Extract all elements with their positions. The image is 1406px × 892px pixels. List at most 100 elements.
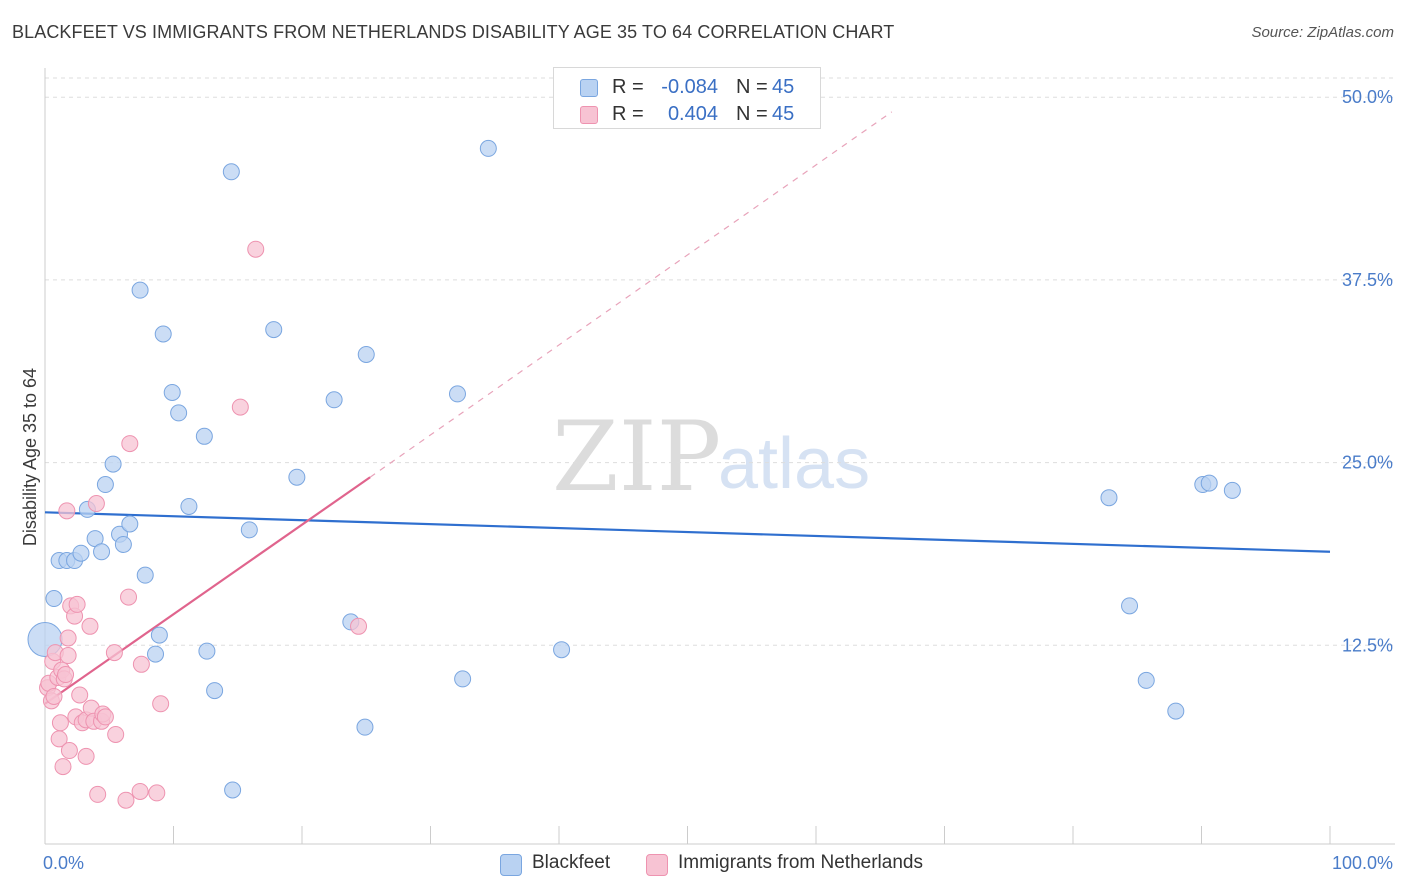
netherlands-point bbox=[148, 784, 166, 802]
netherlands-point bbox=[59, 629, 77, 647]
netherlands-point bbox=[121, 435, 139, 453]
blackfeet-point bbox=[72, 544, 90, 562]
y-axis-label: Disability Age 35 to 64 bbox=[20, 368, 40, 546]
blackfeet-point bbox=[553, 641, 571, 659]
blackfeet-point bbox=[1137, 671, 1155, 689]
blackfeet-point bbox=[1223, 481, 1241, 499]
blackfeet-point bbox=[195, 427, 213, 445]
blackfeet-point bbox=[1167, 702, 1185, 720]
legend-r-label: R = bbox=[612, 76, 644, 98]
netherlands-trend-line bbox=[44, 476, 371, 705]
netherlands-point bbox=[96, 708, 114, 726]
y-tick-label: 12.5% bbox=[1342, 635, 1393, 655]
chart-title: BLACKFEET VS IMMIGRANTS FROM NETHERLANDS… bbox=[12, 22, 895, 42]
blackfeet-point bbox=[198, 642, 216, 660]
pink-swatch bbox=[580, 106, 598, 124]
netherlands-point bbox=[77, 747, 95, 765]
blackfeet-point bbox=[131, 281, 149, 299]
netherlands-point bbox=[105, 644, 123, 662]
watermark: ZIP atlas bbox=[552, 401, 870, 513]
blackfeet-point bbox=[114, 535, 132, 553]
netherlands-point bbox=[81, 617, 99, 635]
netherlands-point bbox=[45, 687, 63, 705]
blackfeet-point bbox=[1200, 474, 1218, 492]
legend-r-value: 0.404 bbox=[667, 103, 718, 125]
blackfeet-point bbox=[222, 163, 240, 181]
netherlands-point bbox=[57, 666, 75, 684]
trend-lines bbox=[44, 111, 1331, 705]
legend-label-netherlands: Immigrants from Netherlands bbox=[678, 852, 923, 873]
blackfeet-point bbox=[45, 590, 63, 608]
netherlands-point bbox=[87, 495, 105, 513]
netherlands-point bbox=[247, 240, 265, 258]
blackfeet-point bbox=[240, 521, 258, 539]
netherlands-point bbox=[152, 695, 170, 713]
blackfeet-point bbox=[224, 781, 242, 799]
netherlands-point bbox=[107, 725, 125, 743]
blackfeet-point bbox=[479, 139, 497, 157]
y-tick-label: 25.0% bbox=[1342, 453, 1393, 473]
legend-n-value: 45 bbox=[772, 76, 795, 98]
blackfeet-point bbox=[356, 718, 374, 736]
blackfeet-point bbox=[265, 321, 283, 339]
blackfeet-point bbox=[1100, 489, 1118, 507]
data-points bbox=[27, 139, 1241, 809]
netherlands-point bbox=[51, 714, 69, 732]
netherlands-point bbox=[117, 791, 135, 809]
netherlands-trend-extension bbox=[369, 111, 893, 478]
y-tick-label: 50.0% bbox=[1342, 87, 1393, 107]
blackfeet-trend-line bbox=[44, 511, 1331, 553]
legend-r-value: -0.084 bbox=[661, 76, 718, 98]
watermark-atlas-text: atlas bbox=[718, 424, 870, 504]
legend-row-blackfeet: R = -0.084 N = 45 bbox=[554, 74, 822, 102]
blackfeet-point bbox=[150, 626, 168, 644]
blackfeet-point bbox=[147, 645, 165, 663]
axes bbox=[44, 68, 1395, 845]
legend-row-netherlands: R = 0.404 N = 45 bbox=[554, 101, 822, 129]
x-tick-label: 100.0% bbox=[1332, 853, 1393, 873]
legend-n-label: N = bbox=[736, 103, 768, 125]
netherlands-point bbox=[68, 595, 86, 613]
y-tick-label: 37.5% bbox=[1342, 270, 1393, 290]
correlation-legend: R = -0.084 N = 45 R = 0.404 N = 45 bbox=[553, 67, 821, 129]
blackfeet-point bbox=[325, 391, 343, 409]
netherlands-point bbox=[350, 617, 368, 635]
netherlands-point bbox=[131, 782, 149, 800]
watermark-zip-text: ZIP bbox=[552, 401, 721, 513]
blackfeet-point bbox=[206, 682, 224, 700]
blackfeet-point bbox=[180, 497, 198, 515]
blackfeet-point bbox=[163, 383, 181, 401]
blackfeet-point bbox=[448, 385, 466, 403]
blackfeet-point bbox=[357, 345, 375, 363]
netherlands-point bbox=[231, 398, 249, 416]
x-tick-labels: 0.0% 100.0% bbox=[43, 853, 1393, 873]
blackfeet-point bbox=[96, 476, 114, 494]
blackfeet-point bbox=[288, 468, 306, 486]
source-label: Source: ZipAtlas.com bbox=[1251, 24, 1394, 41]
legend-n-value: 45 bbox=[772, 103, 795, 125]
legend-r-label: R = bbox=[612, 103, 644, 125]
netherlands-point bbox=[60, 742, 78, 760]
blackfeet-point bbox=[121, 515, 139, 533]
netherlands-point bbox=[71, 686, 89, 704]
legend-n-label: N = bbox=[736, 76, 768, 98]
netherlands-point bbox=[132, 655, 150, 673]
blackfeet-point bbox=[170, 404, 188, 422]
blackfeet-swatch bbox=[500, 854, 522, 876]
netherlands-point bbox=[54, 758, 72, 776]
gridlines bbox=[45, 77, 1395, 646]
netherlands-point bbox=[120, 588, 138, 606]
blackfeet-point bbox=[1121, 597, 1139, 615]
netherlands-point bbox=[59, 647, 77, 665]
blue-swatch bbox=[580, 79, 598, 97]
netherlands-point bbox=[58, 502, 76, 520]
blackfeet-point bbox=[93, 543, 111, 561]
netherlands-swatch bbox=[646, 854, 668, 876]
blackfeet-point bbox=[136, 566, 154, 584]
blackfeet-point bbox=[104, 455, 122, 473]
netherlands-point bbox=[89, 785, 107, 803]
blackfeet-point bbox=[454, 670, 472, 688]
blackfeet-point bbox=[154, 325, 172, 343]
legend-label-blackfeet: Blackfeet bbox=[532, 852, 611, 873]
